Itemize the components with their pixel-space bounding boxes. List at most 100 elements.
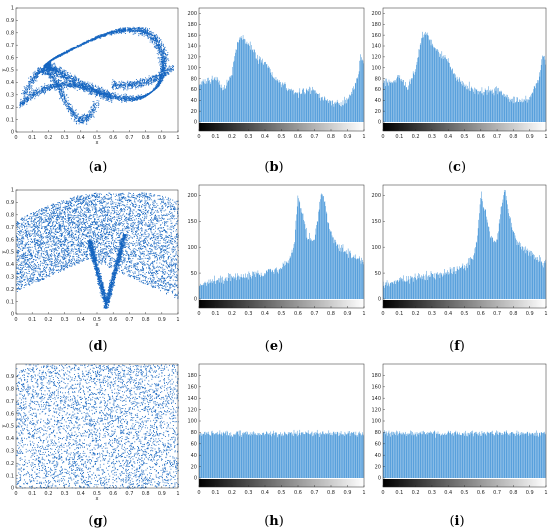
scatter-point [35, 96, 37, 98]
scatter-point [161, 65, 163, 67]
scatter-point [53, 71, 55, 73]
scatter-point [101, 93, 103, 94]
scatter-point [92, 87, 94, 89]
scatter-point [21, 104, 23, 106]
scatter-point [94, 105, 96, 107]
scatter-point [144, 79, 146, 81]
scatter-point [72, 83, 74, 85]
scatter-point [94, 92, 96, 94]
scatter-point [88, 85, 90, 87]
scatter-point [127, 84, 129, 86]
scatter-point [126, 97, 128, 98]
scatter-point [157, 50, 159, 52]
scatter-point [116, 82, 118, 84]
scatter-point [125, 86, 127, 88]
scatter-point [155, 45, 156, 47]
scatter-point [163, 67, 165, 69]
scatter-point [157, 54, 159, 56]
scatter-point [56, 69, 57, 71]
scatter-point [119, 96, 121, 98]
scatter-point [61, 69, 63, 71]
scatter-point [41, 87, 42, 89]
scatter-point [35, 91, 37, 93]
scatter-point [77, 83, 79, 85]
scatter-point [158, 44, 160, 46]
scatter-point [120, 82, 122, 84]
scatter-point [116, 97, 118, 99]
scatter-point [138, 96, 139, 98]
scatter-point [164, 61, 166, 63]
scatter-point [35, 92, 37, 94]
scatter-point [110, 95, 112, 97]
scatter-point [55, 68, 57, 70]
scatter-point [73, 47, 75, 49]
scatter-point [154, 80, 156, 82]
scatter-point [128, 31, 130, 32]
scatter-point [20, 98, 22, 100]
scatter-point [53, 62, 55, 64]
scatter-point [157, 47, 159, 49]
scatter-point [148, 35, 150, 37]
scatter-point [98, 35, 100, 37]
scatter-point [139, 97, 141, 99]
scatter-point [131, 31, 133, 33]
scatter-point [113, 85, 115, 87]
scatter-point [55, 65, 57, 67]
scatter-point [96, 105, 98, 107]
scatter-point [59, 98, 61, 100]
scatter-point [95, 84, 97, 86]
scatter-point [67, 78, 69, 80]
scatter-point [125, 83, 126, 85]
scatter-point [64, 51, 66, 53]
scatter-point [83, 89, 84, 91]
scatter-point [131, 27, 133, 29]
scatter-point [130, 81, 132, 83]
scatter-point [149, 76, 151, 78]
scatter-point [31, 97, 33, 99]
scatter-point [74, 87, 76, 89]
scatter-point [36, 72, 37, 73]
scatter-point [141, 30, 143, 32]
scatter-point [159, 80, 161, 82]
scatter-point [120, 32, 122, 34]
scatter-point [164, 66, 166, 68]
scatter-point [58, 56, 60, 58]
scatter-point [41, 90, 43, 92]
scatter-point [155, 78, 156, 80]
scatter-point [154, 36, 156, 38]
scatter-point [55, 75, 57, 77]
scatter-point [147, 32, 149, 33]
scatter-point [151, 38, 153, 40]
scatter-point [29, 94, 31, 96]
scatter-point [45, 91, 46, 93]
scatter-point [115, 97, 117, 99]
scatter-point [145, 95, 147, 97]
scatter-point [149, 34, 151, 36]
scatter-point [129, 83, 131, 85]
scatter-point [144, 28, 146, 30]
scatter-point [111, 98, 113, 100]
scatter-point [54, 86, 56, 88]
scatter-point [82, 86, 84, 88]
scatter-point [43, 92, 45, 94]
scatter-point [88, 93, 90, 95]
scatter-point [70, 49, 72, 51]
scatter-point [98, 90, 100, 92]
scatter-point [146, 82, 148, 84]
scatter-point [108, 101, 110, 102]
scatter-point [73, 79, 74, 81]
scatter-point [169, 70, 171, 72]
scatter-point [165, 70, 167, 72]
scatter-point [146, 35, 148, 37]
scatter-point [156, 37, 158, 39]
panel-grid: 0 0.1 0.2 0.3 0.4 0.5 0.6 0.7 0.8 0.9 100.10.20.30… [1, 6, 548, 529]
scatter-point [22, 92, 24, 94]
scatter-point [167, 72, 169, 74]
scatter-point [167, 59, 169, 60]
scatter-point [150, 38, 152, 40]
scatter-point [161, 78, 163, 80]
scatter-point [123, 96, 125, 98]
scatter-point [59, 74, 61, 76]
scatter-point [62, 71, 63, 72]
scatter-point [59, 83, 60, 85]
